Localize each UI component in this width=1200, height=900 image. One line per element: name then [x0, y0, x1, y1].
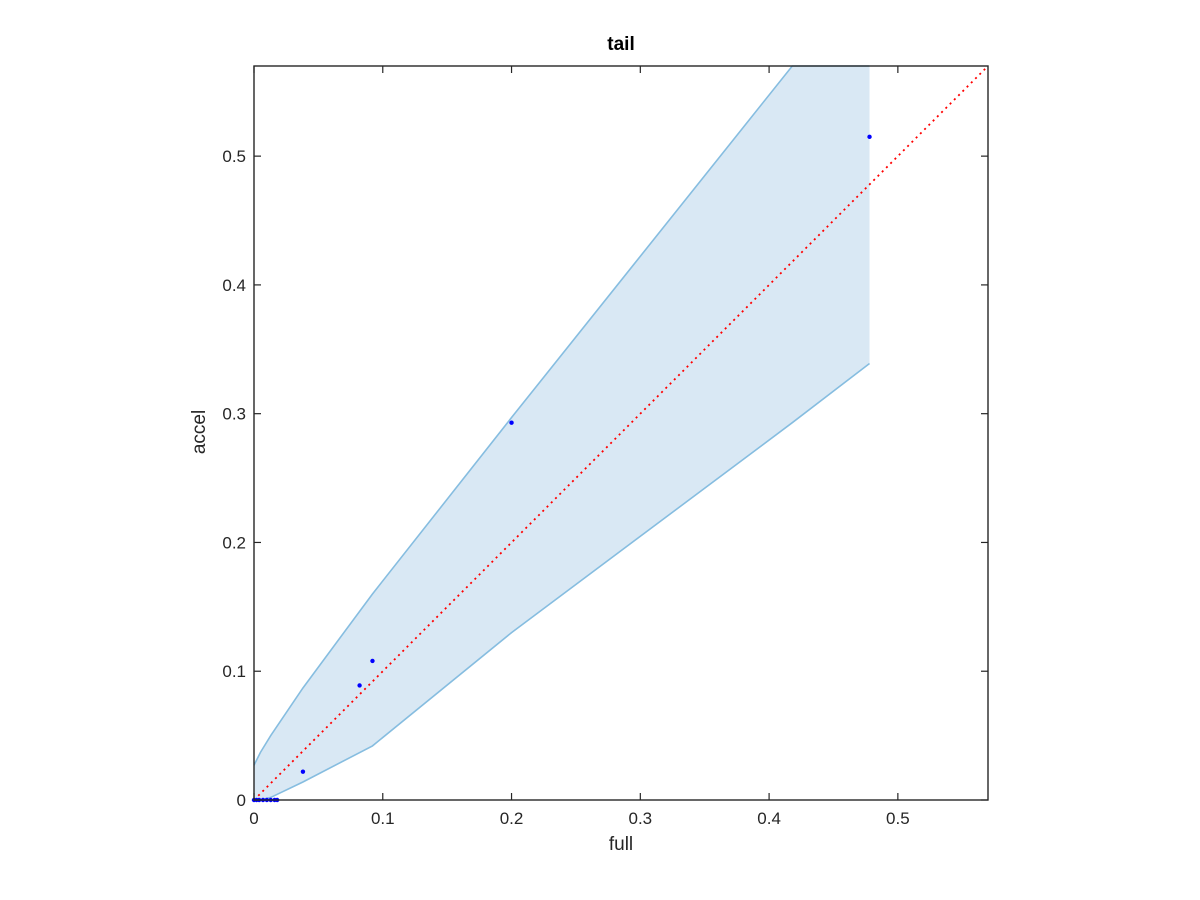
y-tick-label: 0.3: [222, 405, 246, 424]
y-tick-label: 0.1: [222, 662, 246, 681]
y-tick-label: 0.5: [222, 147, 246, 166]
x-tick-label: 0.3: [628, 809, 652, 828]
y-tick-label: 0.2: [222, 533, 246, 552]
x-tick-label: 0.5: [886, 809, 910, 828]
confidence-band: [253, 65, 871, 801]
identity-reference-line: [253, 65, 989, 801]
data-point: [509, 420, 514, 425]
band-fill: [254, 66, 870, 800]
data-point: [357, 683, 362, 688]
data-point: [300, 769, 306, 774]
x-tick-label: 0.2: [500, 809, 524, 828]
data-point: [370, 658, 375, 664]
x-tick-label: 0.1: [371, 809, 395, 828]
band-upper-edge: [253, 65, 870, 766]
x-tick-label: 0.4: [757, 809, 781, 828]
ticks: 0 0.1 0.2 0.3 0.4 0.5 0 0.1 0.2 0.3 0.4 0.5: [222, 66, 988, 828]
y-tick-label: 0: [237, 791, 246, 810]
plot-frame: [253, 65, 989, 801]
reference-line: [253, 65, 989, 801]
x-tick-label: 0: [249, 809, 258, 828]
y-axis-label: accel: [189, 410, 210, 454]
axes: [253, 65, 989, 801]
x-axis-label: full: [609, 834, 633, 855]
chart-title: tail: [607, 34, 634, 55]
y-tick-label: 0.4: [222, 276, 246, 295]
data-point: [867, 134, 872, 140]
